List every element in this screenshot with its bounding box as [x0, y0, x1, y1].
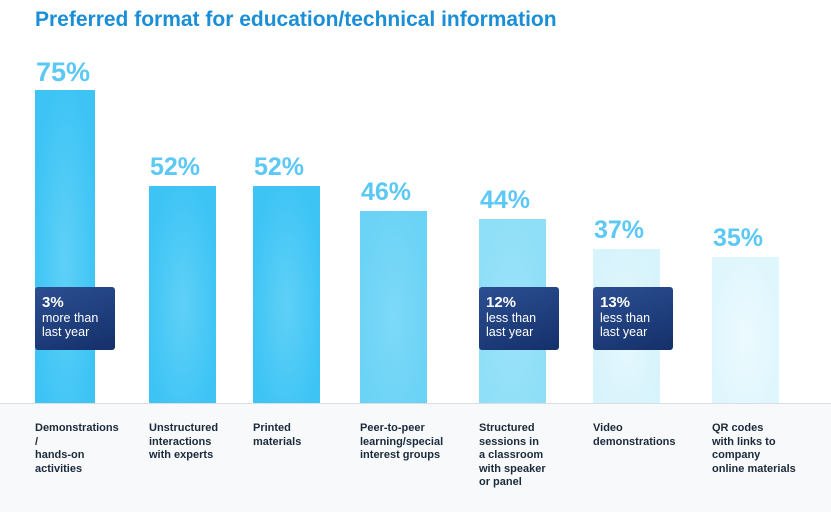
category-label: Printed materials	[253, 422, 301, 449]
category-label-line: company	[712, 449, 761, 461]
category-label-line: Printed	[253, 422, 291, 434]
category-label-line: interactions	[149, 435, 212, 448]
change-badge-text: more than	[42, 311, 99, 325]
category-label-line: a classroom	[479, 449, 544, 461]
category-label-line: hands-on	[35, 449, 85, 461]
category-label-line: learning/special	[360, 435, 444, 448]
category-label-band	[0, 403, 831, 512]
change-badge-value: 13%	[600, 294, 631, 311]
bar	[712, 256, 779, 403]
category-label-line: Video	[593, 422, 623, 434]
category-label-line: QR codes	[712, 422, 764, 434]
change-badge: 12% less than last year	[479, 287, 559, 350]
category-label: QR codes with links to company online mater…	[712, 422, 796, 476]
category-label: Structured sessions in a classroom with spe…	[479, 422, 546, 490]
chart-title: Preferred format for education/technical…	[35, 8, 557, 31]
category-label-line: activities	[35, 462, 83, 475]
change-badge-value: 12%	[486, 294, 517, 311]
category-label-line: interest groups	[360, 449, 441, 461]
bar-value-label: 46%	[361, 178, 412, 207]
change-badge-value: 3%	[42, 294, 64, 311]
category-label-line: /	[35, 435, 39, 448]
change-badge: 3% more than last year	[35, 287, 115, 350]
bar-value-label: 44%	[480, 186, 531, 215]
category-label-line: Demonstrations	[35, 422, 119, 434]
change-badge-text: last year	[486, 325, 534, 339]
category-label-line: demonstrations	[593, 435, 676, 448]
category-label-line: online materials	[712, 462, 796, 475]
category-label-line: Peer-to-peer	[360, 422, 425, 434]
bar	[253, 185, 320, 403]
bar	[360, 211, 427, 403]
bar-value-label: 35%	[713, 223, 764, 252]
category-label-line: with speaker	[479, 462, 546, 475]
change-badge-text: less than	[600, 311, 651, 325]
change-badge-text: last year	[600, 325, 648, 339]
bar-value-label: 52%	[150, 152, 201, 181]
bar	[149, 185, 216, 403]
category-label-line: with experts	[149, 449, 214, 461]
bar-value-label: 37%	[594, 215, 645, 244]
category-label-line: Unstructured	[149, 422, 219, 434]
category-label: Unstructured interactions with experts	[149, 422, 218, 463]
change-badge-text: last year	[42, 325, 90, 339]
bar	[35, 90, 95, 403]
change-badge: 13% less than last year	[593, 287, 673, 350]
category-label: Peer-to-peer learning/special interest gro…	[360, 422, 443, 463]
category-label: Demonstrations / hands-on activities	[35, 422, 119, 476]
bar-value-label: 75%	[36, 57, 91, 87]
bar-value-label: 52%	[254, 152, 305, 181]
category-label-line: materials	[253, 435, 302, 448]
category-label-line: sessions in	[479, 435, 539, 448]
category-label: Video demonstrations	[593, 422, 676, 449]
category-label-line: Structured	[479, 422, 535, 434]
change-badge-text: less than	[486, 311, 537, 325]
category-label-line: or panel	[479, 476, 522, 488]
category-label-line: with links to	[712, 435, 776, 448]
